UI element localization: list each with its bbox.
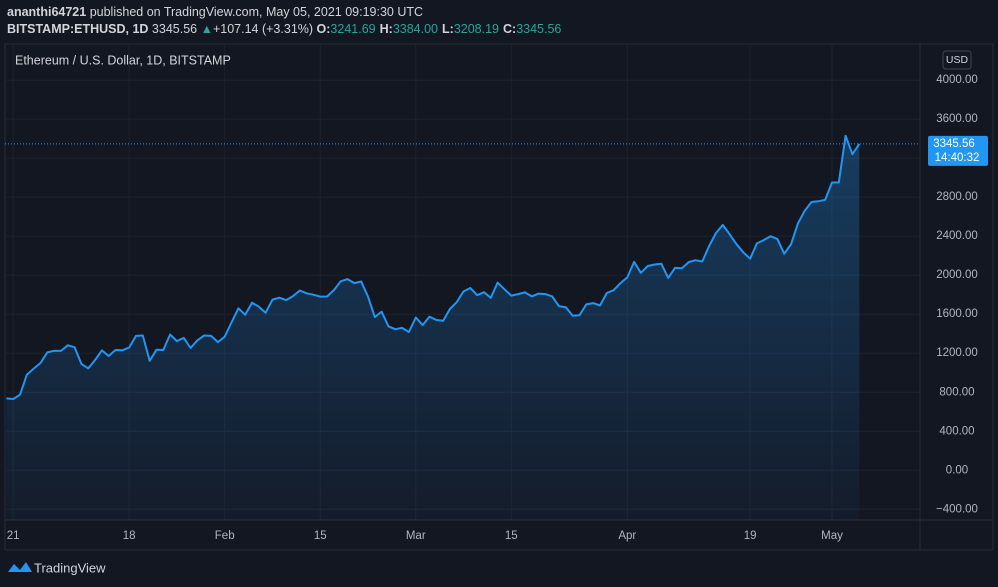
- currency[interactable]: USD: [946, 54, 969, 66]
- ohlc-value: 3384.00: [392, 22, 438, 36]
- x-tick-label: Apr: [618, 530, 636, 542]
- chart-title: Ethereum / U.S. Dollar, 1D, BITSTAMP: [15, 53, 231, 67]
- y-tick-label: 4000.00: [936, 74, 978, 86]
- change: +107.14 (+3.31%): [212, 22, 314, 36]
- x-tick-label: 15: [505, 530, 518, 542]
- ohlc-label: L:: [442, 22, 454, 36]
- x-tick-label: 19: [744, 530, 757, 542]
- countdown: 14:40:32: [935, 152, 980, 164]
- area-fill: [6, 135, 860, 520]
- y-tick-label: 1200.00: [936, 347, 978, 359]
- symbol: BITSTAMP:ETHUSD, 1D: [7, 22, 149, 36]
- y-tick-label: 2800.00: [936, 191, 978, 203]
- last-price-label: 3345.56: [933, 138, 975, 150]
- symbol-line: BITSTAMP:ETHUSD, 1D 3345.56 ▲+107.14 (+3…: [7, 22, 565, 36]
- x-tick-label: May: [821, 530, 843, 542]
- last-price-box: [928, 135, 988, 166]
- currency-button[interactable]: [942, 50, 972, 70]
- x-tick-label: 15: [314, 530, 327, 542]
- x-tick-label: Feb: [215, 530, 235, 542]
- y-tick-label: 400.00: [939, 425, 974, 437]
- ohlc-value: 3241.69: [330, 22, 376, 36]
- publisher[interactable]: ananthi64721: [7, 5, 87, 19]
- x-tick-label: Mar: [406, 530, 426, 542]
- ohlc-value: 3345.56: [516, 22, 562, 36]
- brand-logo[interactable]: [8, 562, 32, 572]
- ohlc: O:3241.69 H:3384.00 L:3208.19 C:3345.56: [317, 22, 566, 36]
- ohlc-label: C:: [503, 22, 517, 36]
- ohlc-value: 3208.19: [453, 22, 499, 36]
- change-arrow: ▲: [200, 22, 213, 36]
- x-tick-label: 21: [7, 530, 20, 542]
- price-line: [6, 134, 861, 400]
- publish-text: published on TradingView.com, May 05, 20…: [89, 5, 424, 19]
- y-tick-label: 1600.00: [936, 308, 978, 320]
- y-tick-label: 800.00: [939, 386, 974, 398]
- publish-line: ananthi64721 published on TradingView.co…: [7, 5, 423, 19]
- y-tick-label: 3600.00: [936, 113, 978, 125]
- y-tick-label: 0.00: [946, 464, 968, 476]
- last-price: 3345.56: [151, 22, 198, 36]
- x-tick-label: 18: [123, 530, 136, 542]
- ohlc-label: H:: [379, 22, 393, 36]
- ohlc-label: O:: [316, 22, 331, 36]
- brand[interactable]: TradingView: [34, 560, 106, 575]
- y-tick-label: 2400.00: [936, 230, 978, 242]
- y-tick-label: 2000.00: [936, 269, 978, 281]
- y-tick-label: −400.00: [936, 503, 978, 515]
